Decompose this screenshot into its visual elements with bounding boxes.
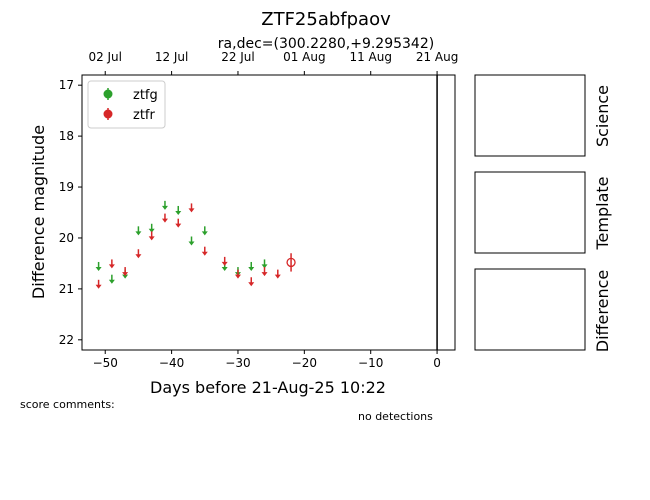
upper-limit-arrow-ztfr xyxy=(148,236,155,241)
legend-label: ztfg xyxy=(133,88,158,103)
top-tick-label: 02 Jul xyxy=(88,50,122,64)
upper-limit-arrow-ztfg xyxy=(248,266,255,271)
upper-limit-arrow-ztfr xyxy=(234,274,241,279)
x-axis-label: Days before 21-Aug-25 10:22 xyxy=(150,378,386,397)
upper-limit-arrow-ztfr xyxy=(221,261,228,266)
y-axis-ticks: 17 18 19 20 21 22 xyxy=(59,78,82,347)
y-tick-label: 19 xyxy=(59,180,74,194)
upper-limit-arrow-ztfg xyxy=(175,210,182,215)
upper-limit-arrow-ztfg xyxy=(108,279,115,284)
cutout-panels: Science Template Difference xyxy=(474,74,612,352)
legend: ztfg ztfr xyxy=(87,80,166,129)
detection-point-ztfr xyxy=(286,257,296,268)
plot-frame xyxy=(81,74,456,351)
upper-limit-arrow-ztfr xyxy=(122,272,129,277)
upper-limit-arrow-ztfr xyxy=(135,254,142,259)
top-tick-label: 22 Jul xyxy=(221,50,255,64)
science-panel xyxy=(474,74,586,157)
upper-limit-arrow-ztfg xyxy=(135,231,142,236)
upper-limit-arrow-ztfr xyxy=(161,218,168,223)
x-tick-label: −10 xyxy=(358,356,383,370)
template-panel-label: Template xyxy=(593,176,612,250)
upper-limit-arrow-ztfr xyxy=(201,251,208,256)
top-tick-label: 11 Aug xyxy=(349,50,392,64)
upper-limit-arrow-ztfg xyxy=(188,241,195,246)
top-axis-ticks: 02 Jul 12 Jul 22 Jul 01 Aug 11 Aug 21 Aug xyxy=(88,50,458,75)
x-tick-label: −20 xyxy=(292,356,317,370)
upper-limit-arrow-ztfr xyxy=(108,264,115,269)
upper-limit-arrow-ztfr xyxy=(261,272,268,277)
difference-panel xyxy=(474,268,586,351)
legend-marker xyxy=(103,89,113,99)
x-tick-label: 0 xyxy=(433,356,441,370)
science-panel-label: Science xyxy=(593,85,612,147)
y-tick-label: 21 xyxy=(59,282,74,296)
y-tick-label: 18 xyxy=(59,129,74,143)
upper-limit-arrow-ztfr xyxy=(248,282,255,287)
upper-limit-arrow-ztfg xyxy=(122,274,129,279)
upper-limit-arrow-ztfr xyxy=(175,223,182,228)
y-tick-label: 22 xyxy=(59,333,74,347)
upper-limit-arrow-ztfg xyxy=(95,266,102,271)
legend-marker xyxy=(103,109,113,119)
x-tick-label: −30 xyxy=(225,356,250,370)
upper-limit-arrow-ztfr xyxy=(95,284,102,289)
no-detections-note: no detections xyxy=(358,410,433,423)
top-tick-label: 01 Aug xyxy=(283,50,326,64)
template-panel xyxy=(474,171,586,254)
y-axis-label: Difference magnitude xyxy=(29,125,48,299)
upper-limit-arrow-ztfg xyxy=(148,228,155,233)
score-comments: score comments: xyxy=(20,398,115,411)
upper-limit-arrow-ztfr xyxy=(188,208,195,213)
upper-limit-arrow-ztfg xyxy=(201,231,208,236)
x-tick-label: −50 xyxy=(93,356,118,370)
plot-area: −50 −40 −30 −20 −10 0 02 Jul 12 Jul 22 Jul 01 Au… xyxy=(59,50,459,370)
top-tick-label: 21 Aug xyxy=(416,50,459,64)
top-tick-label: 12 Jul xyxy=(155,50,189,64)
y-tick-label: 17 xyxy=(59,78,74,92)
figure-title: ZTF25abfpaov xyxy=(261,9,391,30)
upper-limit-arrow-ztfr xyxy=(274,274,281,279)
upper-limit-arrow-ztfg xyxy=(261,264,268,269)
legend-label: ztfr xyxy=(133,108,155,123)
x-tick-label: −40 xyxy=(159,356,184,370)
difference-panel-label: Difference xyxy=(593,270,612,352)
y-tick-label: 20 xyxy=(59,231,74,245)
data-marks xyxy=(95,200,296,289)
figure-subtitle: ra,dec=(300.2280,+9.295342) xyxy=(218,36,434,52)
upper-limit-arrow-ztfg xyxy=(221,266,228,271)
upper-limit-arrow-ztfg xyxy=(161,205,168,210)
x-axis-ticks: −50 −40 −30 −20 −10 0 xyxy=(93,350,441,370)
